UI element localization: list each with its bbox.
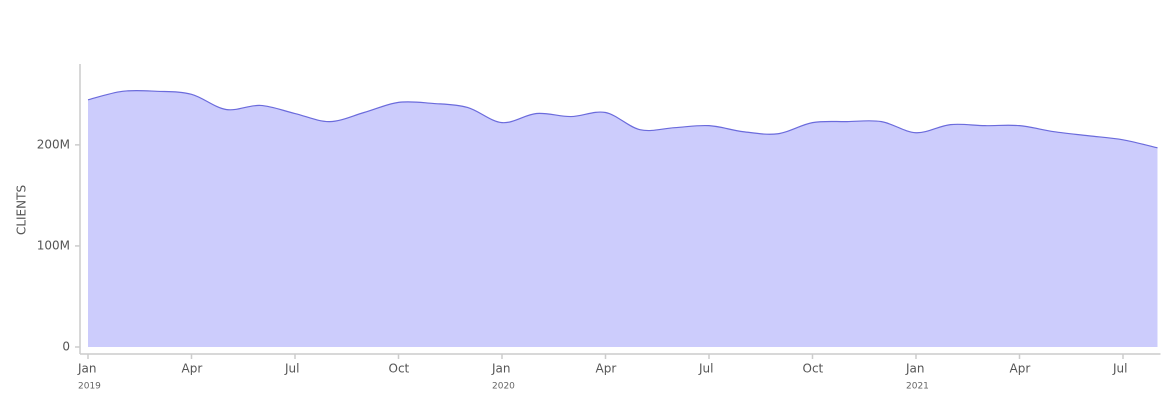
x-tick-label: Jan xyxy=(905,362,925,376)
x-tick-label: Oct xyxy=(389,362,410,376)
x-tick-label: Apr xyxy=(596,362,617,376)
x-tick-label: Jul xyxy=(1112,362,1127,376)
area-line xyxy=(87,89,1158,149)
y-tick-label: 100M xyxy=(37,238,70,252)
x-tick-sublabel: 2019 xyxy=(78,382,101,392)
x-tick-label: Oct xyxy=(803,362,824,376)
x-tick-label: Apr xyxy=(182,362,203,376)
x-tick-label: Jan xyxy=(491,362,511,376)
x-tick-label: Jul xyxy=(284,362,299,376)
y-tick-label: 200M xyxy=(37,137,70,151)
x-tick-label: Apr xyxy=(1010,362,1031,376)
y-axis-label: CLIENTS xyxy=(15,185,29,235)
x-tick-label: Jan xyxy=(77,362,97,376)
x-tick-label: Jul xyxy=(698,362,713,376)
x-tick-sublabel: 2020 xyxy=(492,382,515,392)
y-tick-label: 0 xyxy=(62,340,70,354)
x-tick-sublabel: 2021 xyxy=(906,382,929,392)
area xyxy=(88,90,1158,348)
